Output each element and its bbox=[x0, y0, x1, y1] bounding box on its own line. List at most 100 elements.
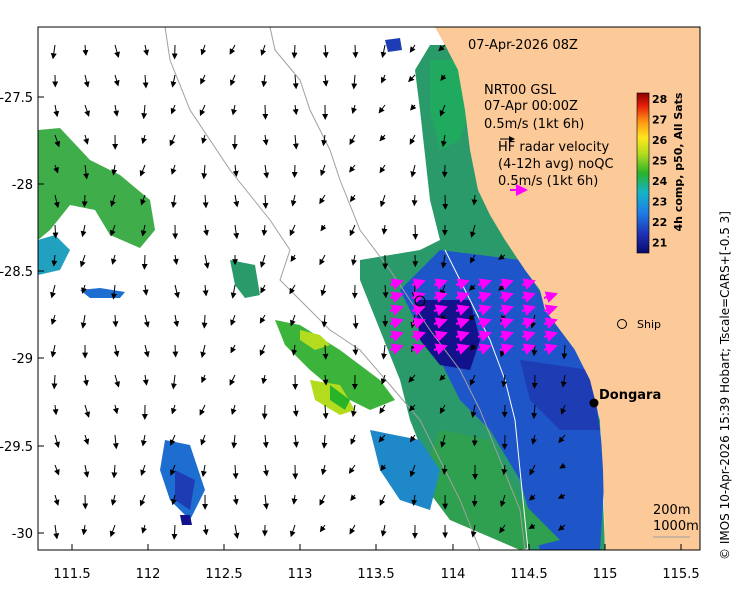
model-arrow bbox=[199, 104, 206, 117]
model-velocity-arrows bbox=[50, 44, 568, 540]
radar-arrow bbox=[455, 330, 470, 342]
model-arrow bbox=[411, 284, 418, 299]
model-arrow bbox=[170, 464, 176, 476]
radar-scale-label: 0.5m/s (1kt 6h) bbox=[498, 174, 598, 189]
radar-arrow bbox=[433, 304, 448, 316]
model-arrow bbox=[143, 44, 150, 56]
radar-arrow bbox=[521, 330, 536, 342]
model-arrow bbox=[320, 284, 327, 297]
model-arrow bbox=[81, 284, 87, 294]
model-arrow bbox=[321, 434, 328, 449]
model-arrow bbox=[81, 194, 88, 208]
model-arrow bbox=[200, 44, 207, 56]
radar-arrow bbox=[521, 304, 536, 316]
x-tick-label: 112 bbox=[136, 567, 161, 582]
model-arrow bbox=[50, 314, 57, 326]
radar-arrow bbox=[543, 343, 558, 355]
model-arrow bbox=[203, 224, 209, 237]
model-arrow bbox=[262, 434, 269, 449]
model-arrow bbox=[111, 284, 118, 300]
colorbar-tick-label: 23 bbox=[652, 196, 667, 209]
model-arrow bbox=[83, 164, 90, 180]
model-arrow bbox=[170, 494, 177, 506]
model-arrow bbox=[290, 314, 296, 327]
model-arrow bbox=[53, 104, 60, 118]
model-arrow bbox=[291, 494, 298, 505]
model-arrow bbox=[83, 464, 90, 478]
radar-arrow bbox=[543, 330, 558, 342]
model-arrow bbox=[52, 224, 59, 239]
model-arrow bbox=[113, 104, 120, 117]
radar-label-2: (4-12h avg) noQC bbox=[498, 157, 614, 172]
model-arrow bbox=[322, 44, 329, 59]
model-arrow bbox=[531, 434, 537, 445]
model-arrow bbox=[501, 464, 508, 476]
colorbar-ticks: 28 27 26 25 24 23 22 21 bbox=[652, 93, 668, 250]
model-arrow bbox=[261, 74, 268, 88]
model-scale-label: 0.5m/s (1kt 6h) bbox=[484, 117, 584, 132]
radar-arrow bbox=[389, 343, 404, 355]
ship-marker-icon bbox=[617, 319, 627, 329]
model-arrow bbox=[142, 74, 149, 89]
model-arrow bbox=[291, 164, 298, 178]
bathymetry-contours bbox=[164, 27, 526, 550]
model-arrow bbox=[259, 344, 266, 357]
model-arrow bbox=[262, 104, 269, 120]
radar-arrow bbox=[477, 278, 492, 290]
model-arrow bbox=[200, 464, 207, 478]
plot-frame bbox=[37, 26, 701, 551]
model-arrow bbox=[471, 494, 478, 507]
x-tick-label: 114.5 bbox=[510, 567, 547, 582]
model-arrow bbox=[54, 134, 61, 148]
model-arrow bbox=[349, 524, 356, 535]
model-arrow bbox=[412, 224, 419, 240]
model-arrow bbox=[260, 284, 266, 294]
radar-arrow bbox=[411, 304, 426, 316]
model-arrow bbox=[292, 434, 299, 448]
radar-arrow bbox=[433, 330, 448, 342]
model-arrow bbox=[141, 134, 147, 145]
model-arrow bbox=[109, 524, 116, 538]
model-arrow bbox=[559, 462, 566, 469]
model-arrow bbox=[408, 404, 416, 412]
model-arrow bbox=[379, 134, 386, 142]
radar-arrow bbox=[477, 317, 492, 329]
model-arrow bbox=[379, 404, 386, 414]
model-arrow bbox=[557, 493, 566, 499]
model-arrow bbox=[230, 404, 237, 415]
colorbar bbox=[636, 92, 650, 254]
footer-credit: © IMOS 10-Apr-2026 15:39 Hobart; Tscale=… bbox=[718, 211, 732, 560]
model-arrow bbox=[169, 434, 176, 446]
model-arrow bbox=[233, 194, 240, 208]
radar-arrow bbox=[521, 343, 536, 355]
model-arrow bbox=[292, 74, 299, 90]
model-arrow bbox=[351, 74, 358, 90]
radar-arrow bbox=[433, 343, 448, 355]
model-arrow bbox=[289, 284, 296, 295]
model-arrow bbox=[139, 494, 146, 507]
model-arrow bbox=[82, 374, 89, 387]
x-axis: 111.5 112 112.5 113 113.5 114 114.5 115 115.5 bbox=[53, 544, 700, 582]
model-arrow bbox=[51, 374, 58, 390]
model-arrow bbox=[290, 254, 297, 262]
radar-arrow bbox=[411, 278, 426, 290]
radar-arrow bbox=[455, 317, 470, 329]
radar-arrow bbox=[543, 304, 558, 316]
model-arrow bbox=[80, 314, 87, 329]
model-arrow bbox=[379, 164, 386, 174]
model-arrow bbox=[440, 254, 447, 269]
model-arrow bbox=[440, 434, 446, 448]
model-arrow bbox=[378, 104, 386, 114]
colorbar-tick-label: 24 bbox=[652, 175, 668, 188]
model-arrow bbox=[201, 314, 208, 329]
model-arrow bbox=[170, 374, 177, 390]
model-arrow bbox=[263, 494, 269, 510]
radar-arrow bbox=[433, 278, 448, 290]
radar-arrow bbox=[521, 291, 536, 303]
model-arrow bbox=[143, 314, 150, 328]
model-arrow bbox=[531, 404, 538, 420]
x-tick-label: 111.5 bbox=[53, 567, 90, 582]
model-arrow bbox=[290, 194, 297, 207]
model-arrow bbox=[230, 284, 237, 299]
radar-arrow bbox=[455, 304, 470, 316]
